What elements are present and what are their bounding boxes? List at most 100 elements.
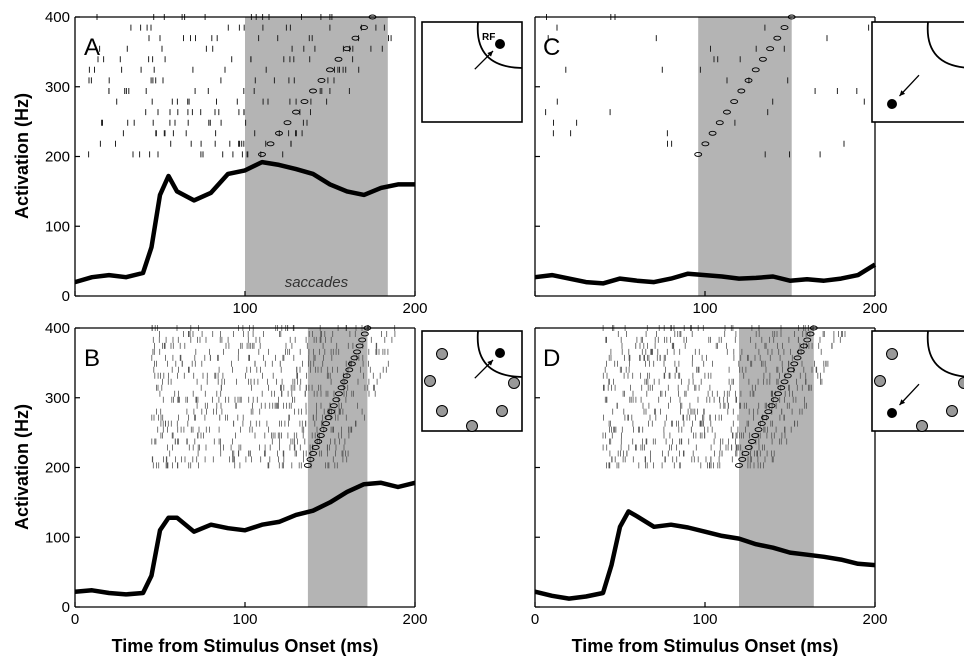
x-tick-label: 200 [862, 611, 887, 628]
spike-row [162, 396, 347, 403]
saccade-marker [319, 427, 328, 433]
spike-row [609, 450, 775, 457]
saccade-marker [735, 462, 743, 468]
arrow-head [899, 90, 906, 96]
spike-row [167, 444, 345, 451]
target-dot [495, 39, 505, 49]
saccade-marker [780, 379, 789, 385]
spike-row [604, 396, 805, 403]
spike-row [151, 456, 348, 463]
saccade-marker [737, 88, 746, 94]
spike-row [130, 24, 385, 31]
saccade-marker [300, 99, 309, 105]
spike-row [553, 119, 736, 126]
spike-row [713, 56, 741, 63]
spike-row [603, 384, 812, 391]
spike-row [545, 109, 769, 116]
saccade-marker [773, 35, 782, 41]
saccade-marker [796, 349, 805, 355]
saccade-marker [324, 415, 333, 421]
spike-raster [602, 325, 846, 469]
x-tick-label: 100 [692, 300, 717, 317]
saccade-marker [757, 421, 766, 427]
spike-row [610, 348, 822, 355]
spike-row [154, 372, 381, 379]
spike-row [88, 66, 360, 73]
saccade-marker [360, 331, 369, 337]
y-axis-title-top: Activation (Hz) [12, 93, 32, 219]
saccade-marker [767, 403, 776, 409]
arrow-head [487, 51, 493, 57]
saccade-marker [730, 99, 739, 105]
distractor-dot [436, 348, 448, 360]
y-tick-label: 0 [62, 599, 70, 616]
spike-row [154, 342, 378, 349]
saccade-marker [306, 456, 315, 462]
y-axis-title-bottom: Activation (Hz) [12, 404, 32, 530]
inset-b [421, 330, 523, 432]
saccade-marker [738, 456, 747, 462]
saccade-marker [309, 451, 318, 456]
saccade-marker [715, 120, 724, 126]
spike-row [99, 45, 383, 52]
saccade-marker [326, 67, 334, 73]
y-tick-label: 200 [45, 460, 70, 477]
saccade-marker [803, 337, 812, 343]
spike-row [154, 360, 389, 367]
target-dot [495, 348, 505, 358]
saccade-marker [360, 25, 368, 31]
panel-letter: C [543, 34, 560, 61]
saccade-marker [351, 35, 360, 41]
distractor-dot [496, 405, 508, 417]
saccade-marker [741, 451, 750, 456]
inset-frame [421, 21, 523, 123]
saccade-marker [748, 439, 756, 444]
spike-row [159, 331, 396, 337]
saccade-marker [342, 373, 351, 379]
x-tick-label: 100 [232, 300, 257, 317]
spike-row [608, 378, 823, 385]
saccade-marker [787, 367, 795, 373]
saccade-marker [800, 343, 808, 349]
spike-row [710, 45, 785, 52]
saccade-marker [694, 151, 703, 157]
distractor-dot [508, 377, 520, 389]
spike-row [621, 342, 833, 349]
spike-row [152, 336, 393, 343]
spike-row [556, 98, 865, 105]
saccade-marker [774, 391, 782, 397]
saccade-marker [327, 409, 336, 415]
spike-row [101, 119, 308, 126]
spike-row [622, 390, 793, 397]
spike-row [602, 372, 821, 379]
spike-row [764, 151, 821, 158]
y-tick-label: 200 [45, 149, 70, 166]
receptive-field-arc [926, 21, 964, 69]
spike-row [602, 432, 786, 439]
saccade-window [698, 17, 792, 296]
y-tick-label: 100 [45, 529, 70, 546]
saccade-marker [311, 445, 320, 450]
spike-row [616, 402, 807, 409]
activation-trace [74, 159, 415, 285]
y-tick-label: 400 [45, 9, 70, 26]
saccade-marker [350, 355, 359, 361]
saccade-marker [358, 337, 367, 343]
distractor-dot [424, 375, 436, 387]
spike-row [611, 456, 774, 463]
spike-row [151, 354, 364, 361]
saccade-marker [701, 141, 710, 147]
x-tick-label: 100 [232, 611, 257, 628]
spike-row [612, 408, 803, 415]
arrow-head [487, 360, 493, 366]
distractor-dot [886, 348, 898, 360]
saccade-marker [708, 130, 717, 136]
saccade-marker [754, 427, 763, 433]
spike-row [604, 366, 825, 373]
x-axis-title-left: Time from Stimulus Onset (ms) [112, 636, 379, 656]
x-tick-label: 200 [402, 300, 427, 317]
spike-row [97, 56, 354, 63]
saccade-marker [770, 397, 779, 403]
distractor-dot [466, 420, 478, 432]
